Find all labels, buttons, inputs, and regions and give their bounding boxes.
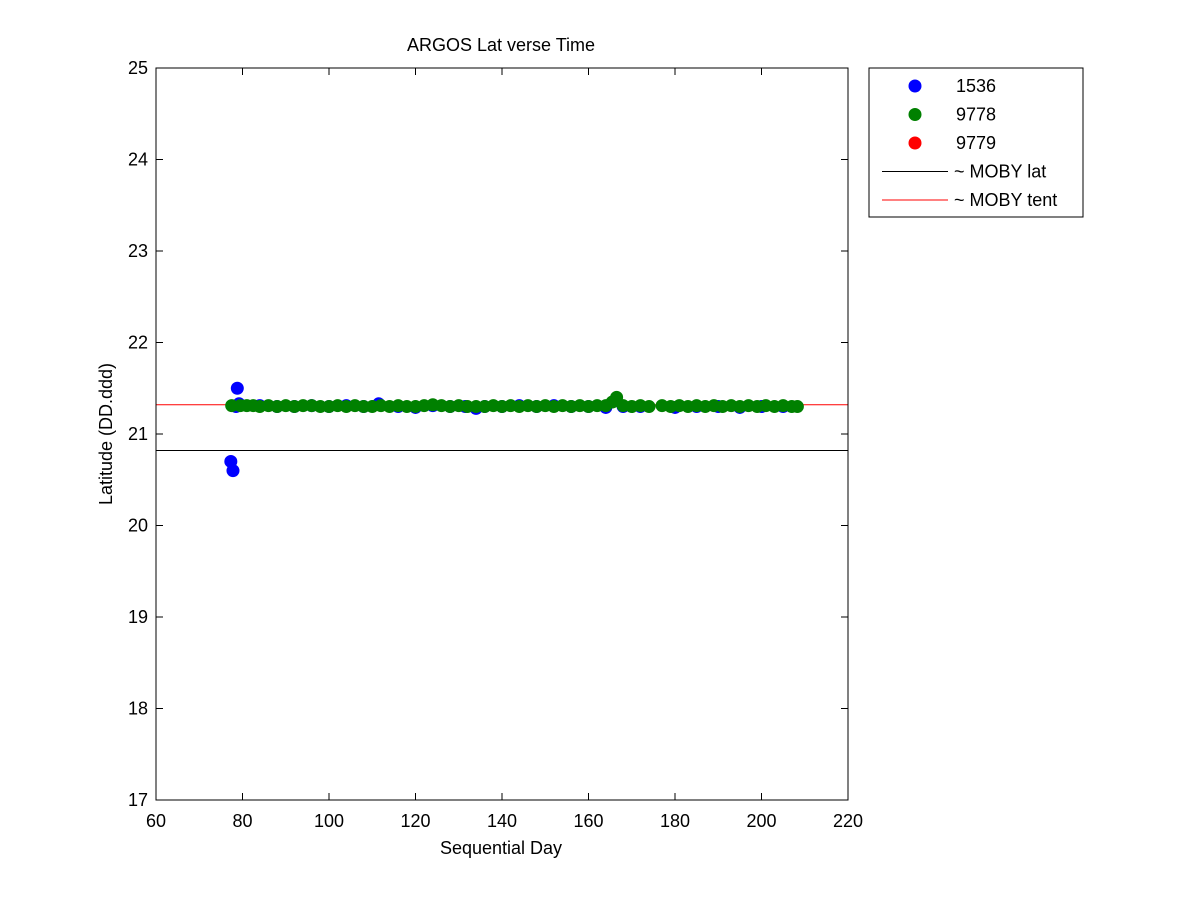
legend-marker — [908, 108, 922, 121]
y-tick-label: 19 — [128, 607, 148, 627]
y-tick-label: 22 — [128, 333, 148, 353]
data-point — [230, 381, 244, 395]
x-tick-label: 160 — [573, 811, 603, 831]
y-tick-label: 17 — [128, 790, 148, 810]
legend-marker — [908, 79, 922, 93]
x-tick-label: 140 — [487, 811, 517, 831]
y-tick-label: 23 — [128, 241, 148, 261]
data-point — [642, 400, 656, 414]
data-point — [790, 400, 804, 414]
x-axis-label: Sequential Day — [440, 838, 562, 858]
chart-title: ARGOS Lat verse Time — [407, 35, 595, 55]
x-tick-label: 180 — [660, 811, 690, 831]
legend: 1536 9778 9779 ~ MOBY lat ~ MOBY tent — [868, 67, 1084, 218]
x-tick-label: 80 — [232, 811, 252, 831]
legend-label: 9778 — [956, 105, 996, 125]
y-tick-label: 24 — [128, 150, 148, 170]
x-tick-label: 120 — [400, 811, 430, 831]
x-tick-label: 200 — [746, 811, 776, 831]
y-axis-label: Latitude (DD.ddd) — [96, 363, 116, 505]
y-tick-label: 18 — [128, 699, 148, 719]
data-point — [226, 464, 240, 478]
legend-label: 9779 — [956, 133, 996, 153]
legend-marker — [908, 136, 922, 150]
x-tick-label: 220 — [833, 811, 863, 831]
y-tick-label: 21 — [128, 424, 148, 444]
legend-label: ~ MOBY tent — [954, 190, 1057, 210]
legend-box — [868, 67, 1084, 218]
plot-area-frame — [155, 67, 849, 801]
y-tick-label: 20 — [128, 516, 148, 536]
x-tick-label: 100 — [314, 811, 344, 831]
x-tick-label: 60 — [146, 811, 166, 831]
y-tick-label: 25 — [128, 58, 148, 78]
legend-label: 1536 — [956, 76, 996, 96]
legend-label: ~ MOBY lat — [954, 162, 1046, 182]
